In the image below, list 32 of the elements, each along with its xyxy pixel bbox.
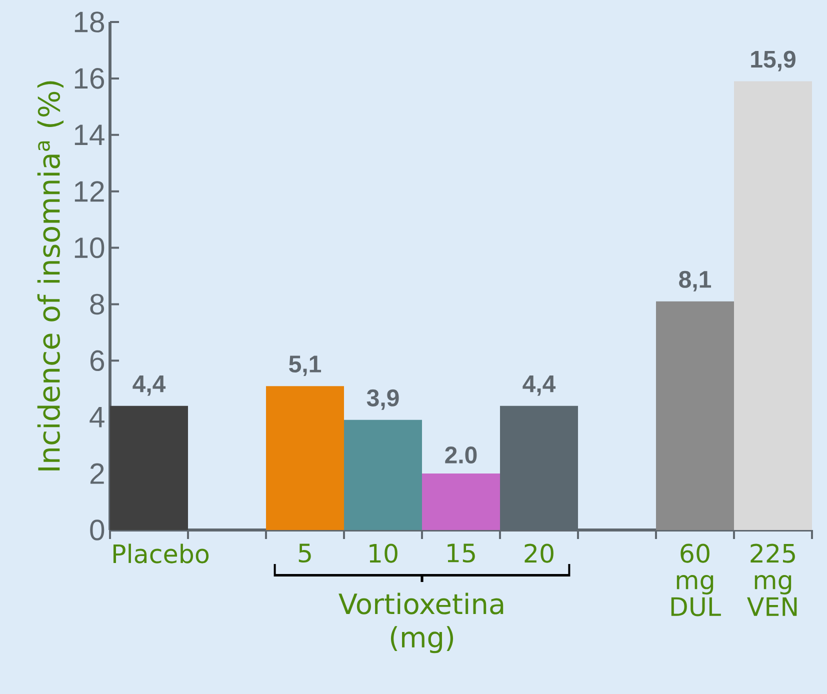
bar: [656, 301, 734, 530]
data-label: 3,9: [366, 389, 399, 410]
x-tick-label: 20: [524, 544, 554, 563]
text: Vortioxetina (mg): [338, 592, 504, 654]
y-tick-label: 18: [74, 12, 104, 32]
data-label: 4,4: [132, 376, 166, 396]
bar: [344, 420, 422, 530]
y-tick-label: 4: [90, 407, 104, 428]
data-label: 5,1: [289, 356, 322, 376]
y-tick-label: 14: [74, 124, 104, 145]
x-tick-label: 15: [448, 544, 475, 563]
y-tick-label: 12: [74, 181, 104, 202]
data-label: 8,1: [679, 270, 712, 292]
bar: [110, 406, 188, 530]
y-tick-label: 16: [74, 68, 104, 89]
x-tick-label: 5: [298, 544, 311, 563]
y-tick-label: 0: [90, 520, 104, 540]
y-tick-label: 10: [74, 237, 104, 258]
y-axis-title: Incidence of insomnia$^{a}$ (%): [37, 81, 64, 470]
y-tick-label: 6: [90, 350, 104, 372]
y-tick-label: 2: [90, 463, 104, 484]
data-label: 2.0: [445, 446, 477, 464]
y-tick-label: 8: [90, 294, 104, 315]
data-label: 4,4: [522, 376, 556, 396]
bar: [266, 386, 344, 530]
data-label: 15,9: [751, 50, 796, 72]
bar: [422, 474, 500, 530]
x-tick-label: 60 mg DUL: [671, 544, 721, 616]
bar: [734, 81, 812, 530]
x-tick-label: 10: [370, 544, 398, 563]
x-tick-label: Placebo: [113, 544, 209, 564]
x-tick-label: 225 mg VEN: [747, 544, 797, 616]
